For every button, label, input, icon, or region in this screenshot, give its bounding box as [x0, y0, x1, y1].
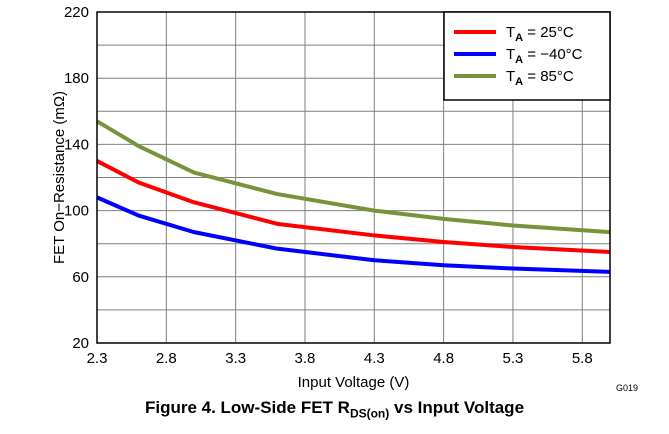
caption-subscript: DS(on)	[349, 406, 390, 421]
series-line-0	[96, 159, 611, 254]
y-tick-label: 180	[64, 70, 89, 87]
legend-subscript: A	[515, 76, 523, 88]
figure-caption: Figure 4. Low-Side FET RDS(on) vs Input …	[0, 398, 669, 420]
y-tick-label: 20	[72, 335, 89, 352]
series-layer	[95, 119, 611, 274]
y-tick-label: 220	[64, 4, 89, 21]
y-tick-label: 60	[72, 269, 89, 286]
legend-label-2: TA = 85°C	[506, 68, 574, 88]
figure-code: G019	[616, 383, 638, 393]
legend-prefix: T	[506, 24, 515, 41]
x-tick-label: 2.3	[87, 350, 108, 367]
legend-series-name: = −40°C	[523, 46, 583, 63]
chart: 2.3 2.8 3.3 3.8 4.3 4.8 5.3 5.8 20 60 100 140 180 22…	[51, 4, 638, 393]
x-tick-label: 4.8	[433, 350, 454, 367]
x-axis-label: Input Voltage (V)	[298, 374, 410, 391]
legend-label-0: TA = 25°C	[506, 24, 574, 44]
caption-suffix: vs Input Voltage	[389, 398, 525, 417]
legend-prefix: T	[506, 68, 515, 85]
legend-subscript: A	[515, 32, 523, 44]
legend-subscript: A	[515, 54, 523, 66]
series-line-1	[96, 195, 611, 274]
x-tick-label: 5.8	[572, 350, 593, 367]
y-tick-label: 100	[64, 203, 89, 220]
x-tick-label: 3.8	[295, 350, 316, 367]
legend-label-1: TA = −40°C	[506, 46, 583, 66]
legend-series-name: = 25°C	[523, 24, 574, 41]
x-tick-label: 4.3	[364, 350, 385, 367]
x-tick-label: 2.8	[156, 350, 177, 367]
legend-series-name: = 85°C	[523, 68, 574, 85]
caption-prefix: Figure 4. Low-Side FET R	[144, 398, 350, 417]
y-tick-labels: 20 60 100 140 180 220	[64, 4, 89, 352]
x-tick-labels: 2.3 2.8 3.3 3.8 4.3 4.8 5.3 5.8	[87, 350, 593, 367]
legend: TA = 25°CTA = −40°CTA = 85°C	[443, 11, 611, 101]
plot-frame	[96, 11, 611, 344]
series-line-2	[95, 119, 611, 235]
x-tick-label: 5.3	[503, 350, 524, 367]
x-tick-label: 3.3	[225, 350, 246, 367]
y-axis-label: FET On−Resistance (mΩ)	[51, 91, 68, 264]
legend-prefix: T	[506, 46, 515, 63]
y-tick-label: 140	[64, 136, 89, 153]
